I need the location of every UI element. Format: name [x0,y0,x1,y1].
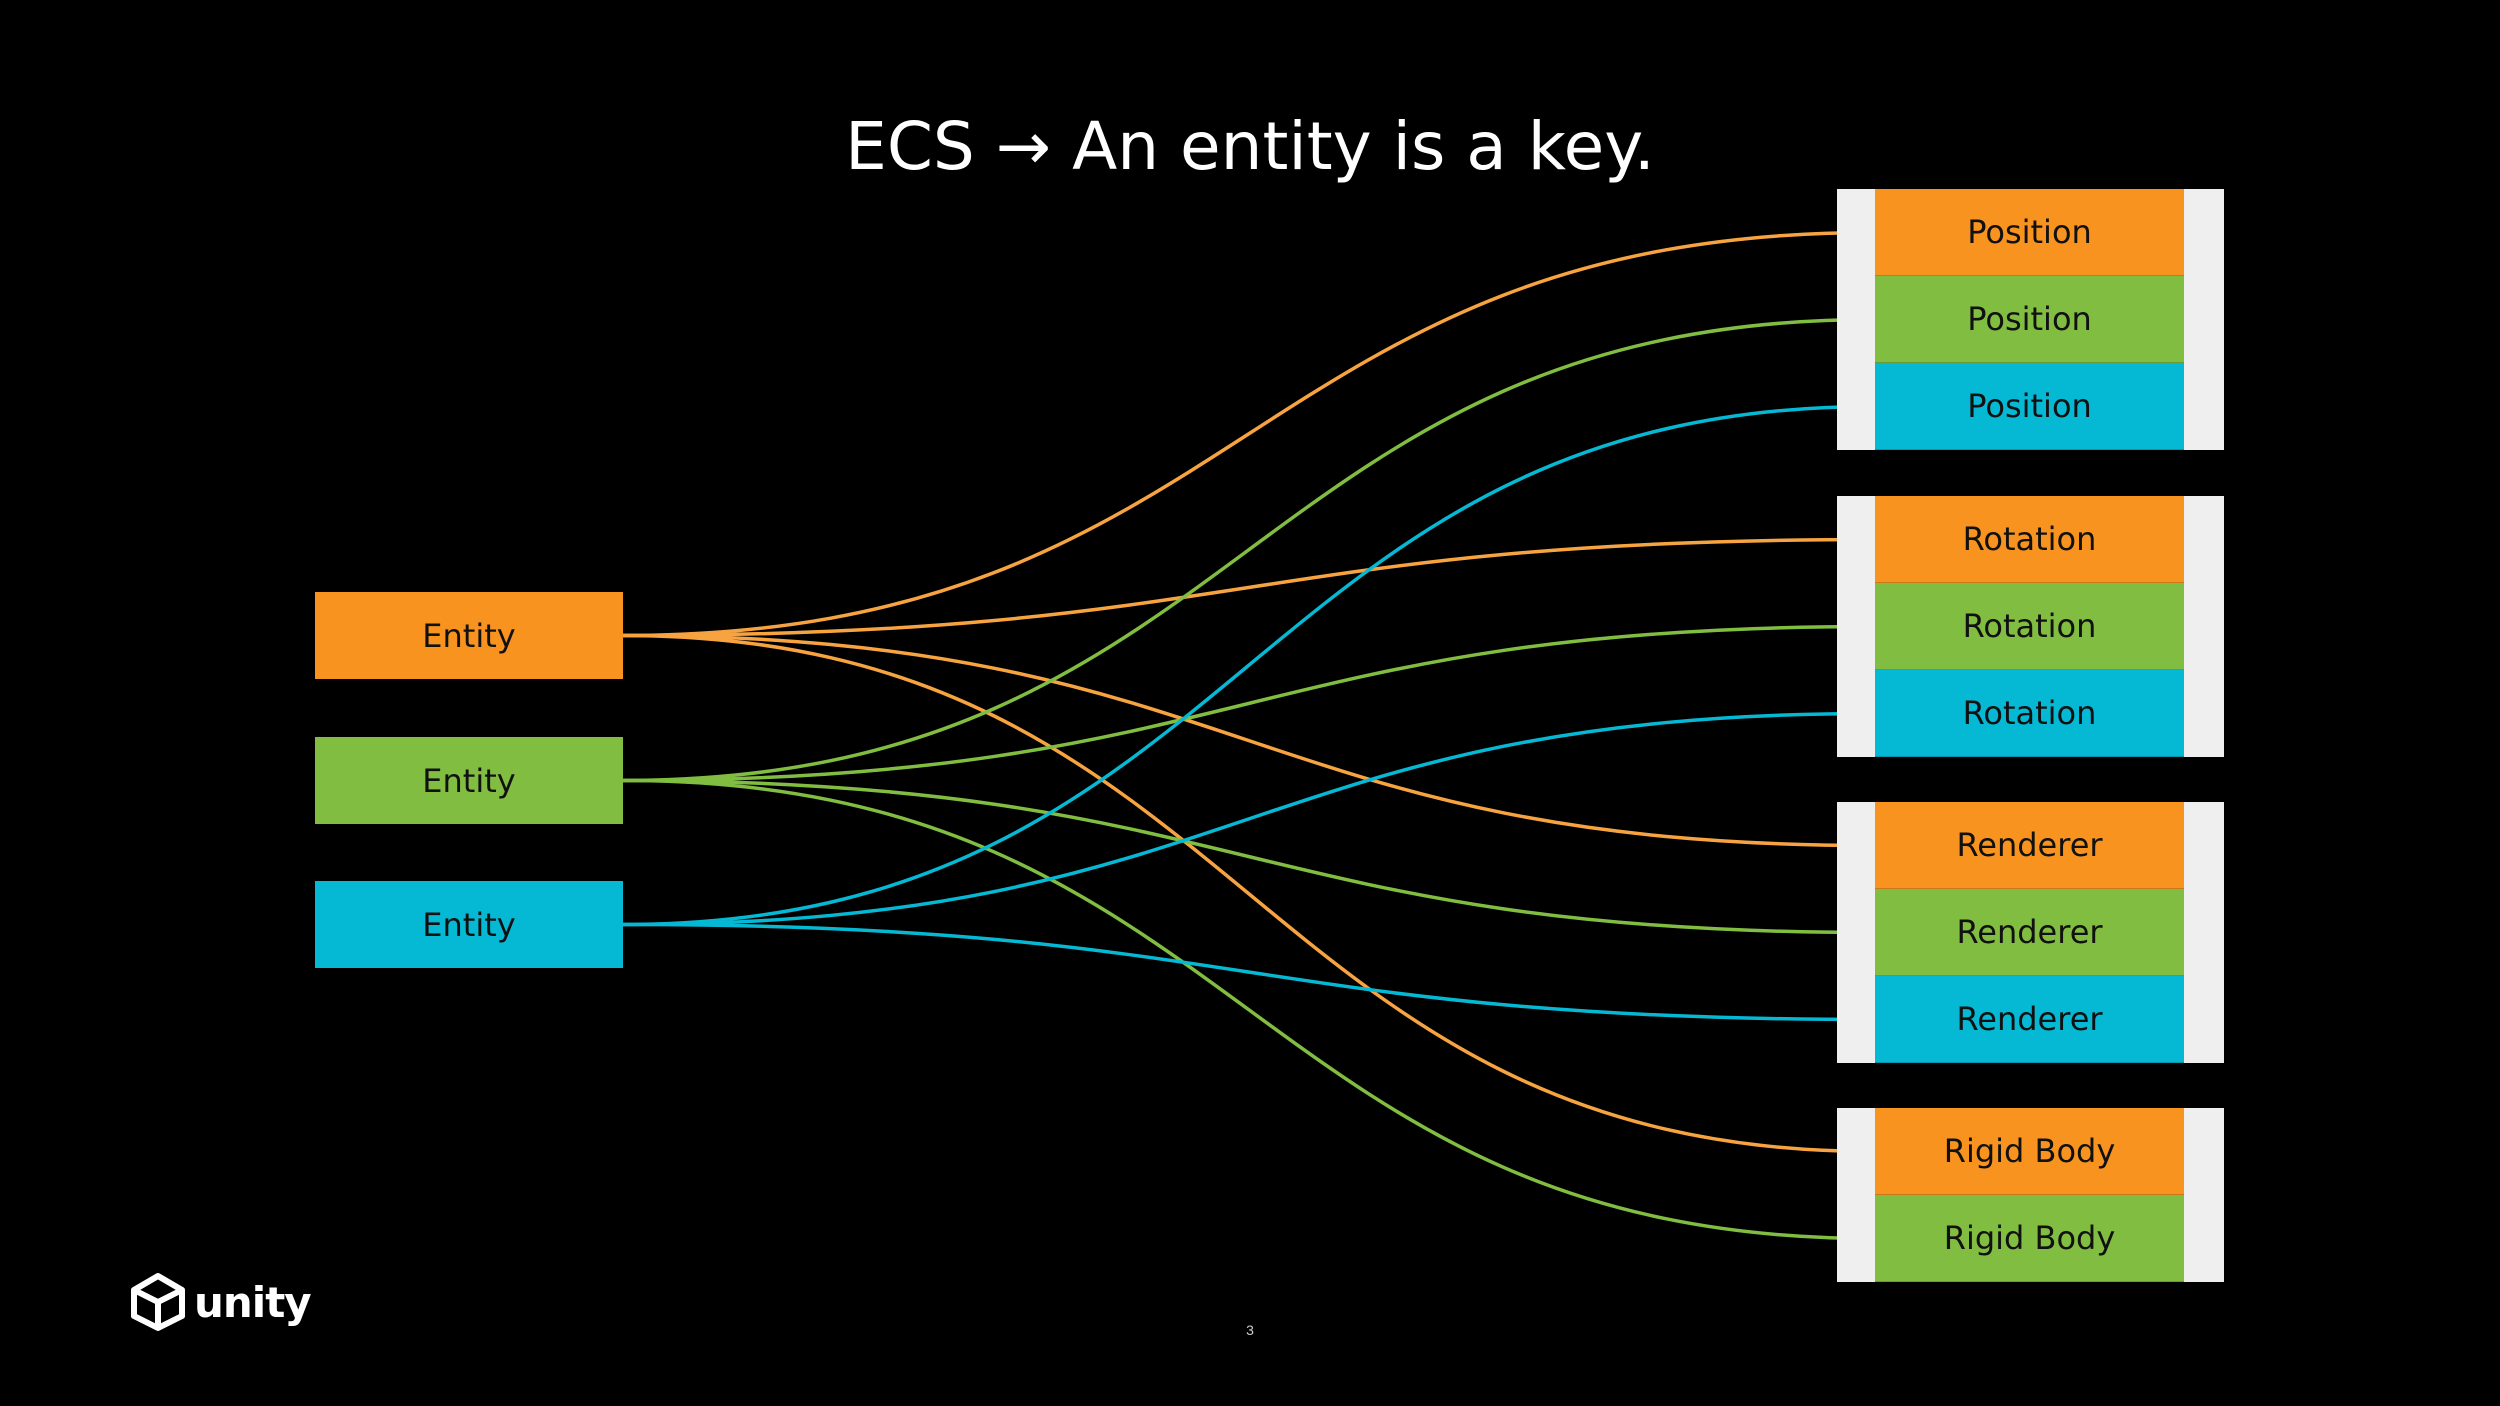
link-green-to-group-0 [622,314,1875,783]
link-cyan-to-group-0 [622,401,1875,927]
component-cell-renderer-green: Renderer [1875,889,2184,976]
link-cyan-to-group-2 [622,922,1875,1025]
component-cell-renderer-orange: Renderer [1875,802,2184,889]
component-group-renderer: Renderer Renderer Renderer [1837,802,2224,1063]
link-cyan-to-group-1 [622,708,1875,927]
unity-logo: unity [128,1272,312,1332]
component-cell-position-green: Position [1875,276,2184,363]
link-green-to-group-1 [622,621,1875,783]
link-orange-to-group-0 [622,227,1875,638]
link-orange-to-group-2 [622,633,1875,851]
component-cell-position-orange: Position [1875,189,2184,276]
component-cell-rigid-body-green: Rigid Body [1875,1195,2184,1282]
slide-title: ECS → An entity is a key. [845,108,1655,185]
link-orange-to-group-3 [622,633,1875,1157]
component-cell-renderer-cyan: Renderer [1875,976,2184,1063]
page-number: 3 [1246,1322,1254,1338]
unity-cube-icon [131,1273,185,1331]
entity-box-green: Entity [315,737,623,824]
link-green-to-group-3 [622,778,1875,1244]
component-group-position: Position Position Position [1837,189,2224,450]
link-green-to-group-2 [622,778,1875,938]
component-cell-rotation-cyan: Rotation [1875,670,2184,757]
unity-wordmark: unity [194,1277,312,1327]
component-cell-rigid-body-orange: Rigid Body [1875,1108,2184,1195]
link-orange-to-group-1 [622,534,1875,638]
component-cell-position-cyan: Position [1875,363,2184,450]
component-cell-rotation-green: Rotation [1875,583,2184,670]
component-group-rigid-body: Rigid Body Rigid Body [1837,1108,2224,1282]
component-cell-rotation-orange: Rotation [1875,496,2184,583]
entity-box-orange: Entity [315,592,623,679]
component-group-rotation: Rotation Rotation Rotation [1837,496,2224,757]
entity-box-cyan: Entity [315,881,623,968]
